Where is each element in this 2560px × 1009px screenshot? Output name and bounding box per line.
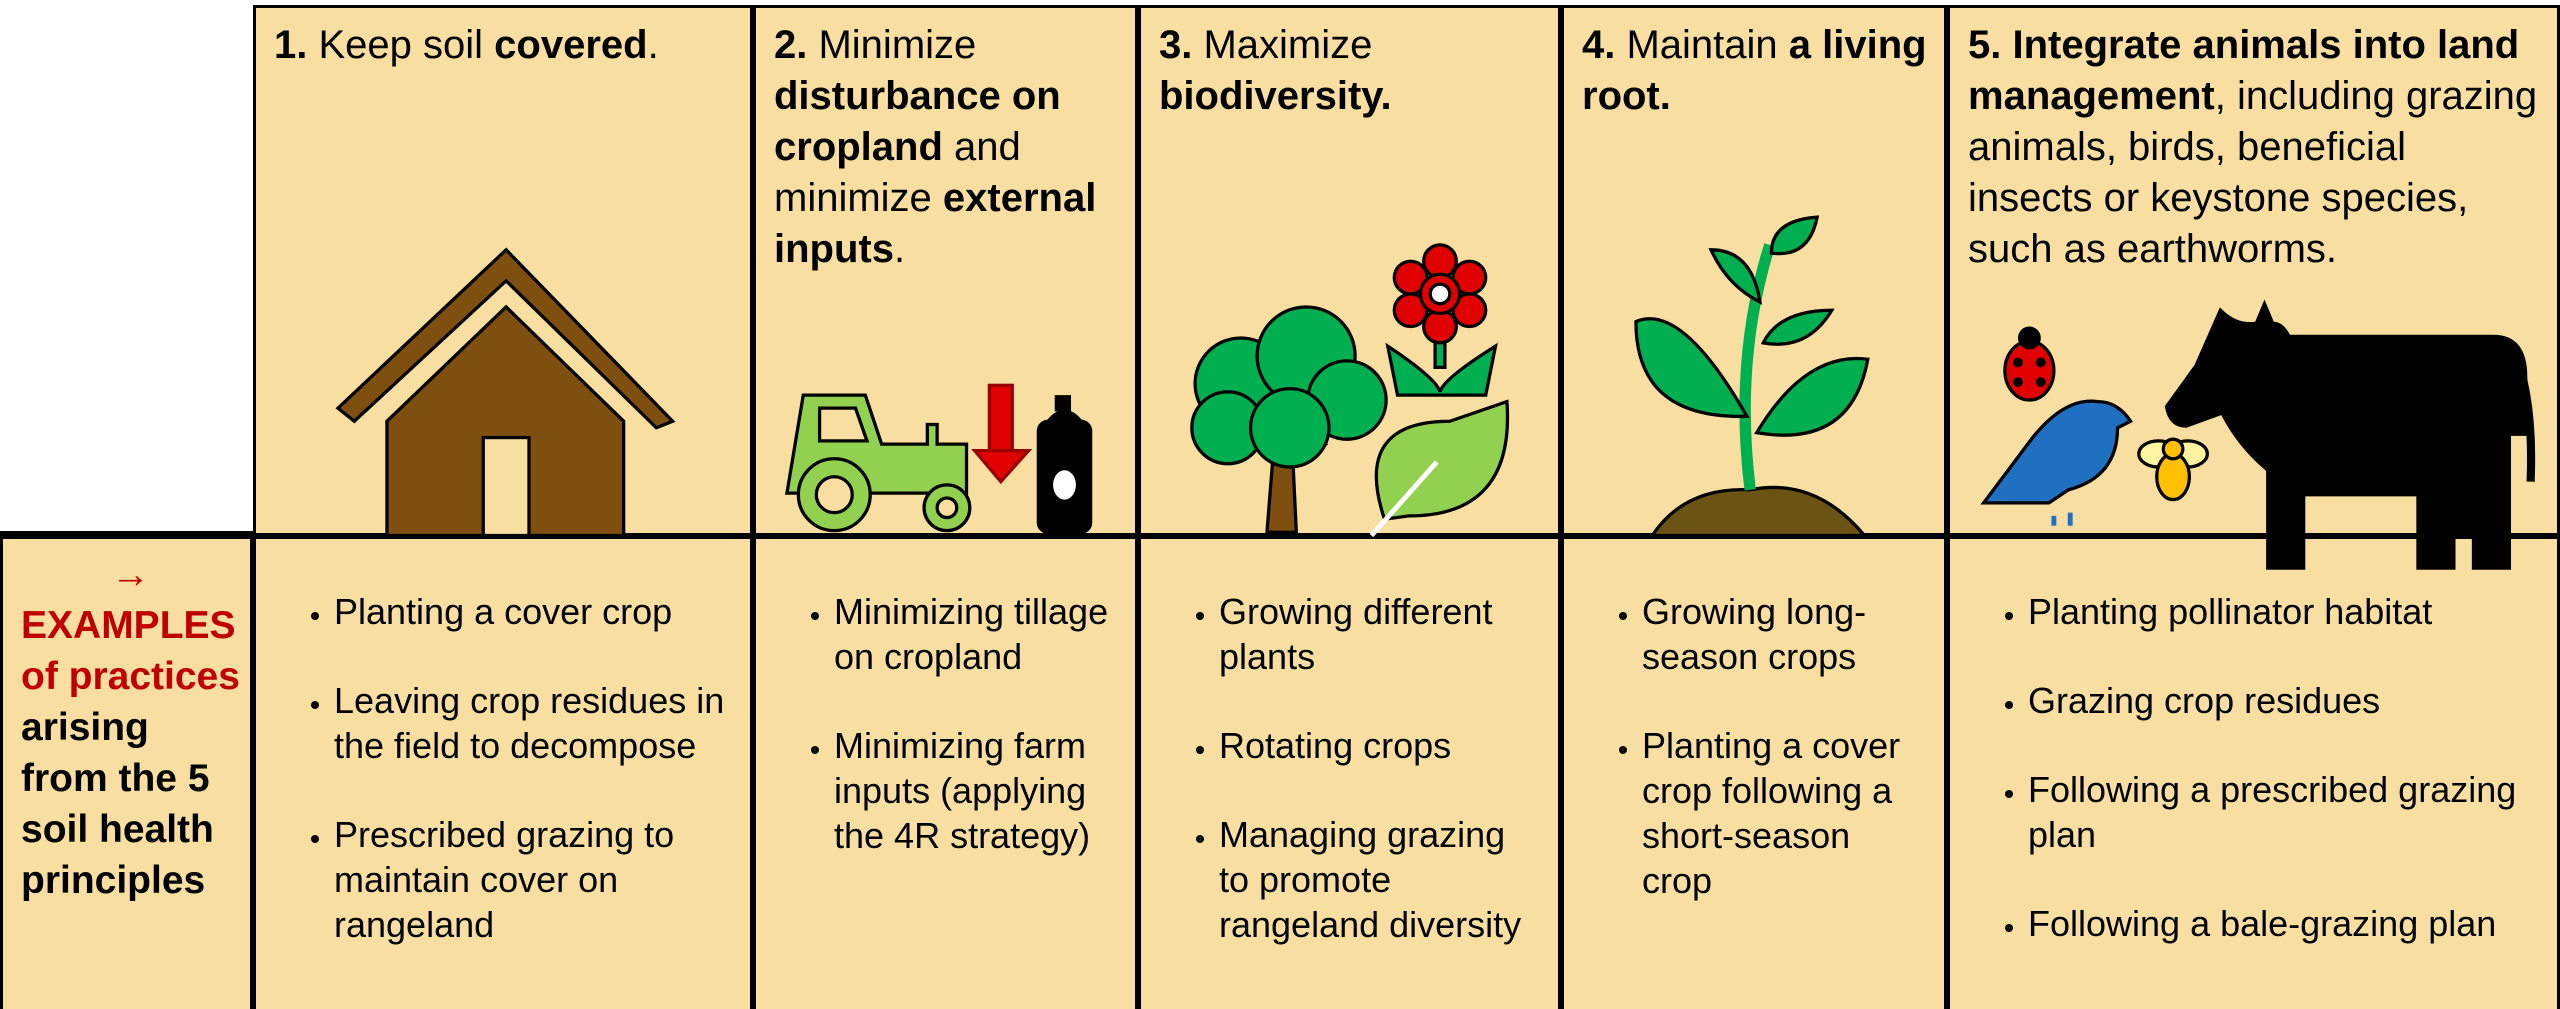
principle-heading: 4. Maintain a living root. xyxy=(1582,20,1928,122)
heading-run: 4. xyxy=(1582,23,1616,67)
principle-header: 2. Minimize disturbance on cropland and … xyxy=(753,5,1138,536)
heading-run: 2. xyxy=(774,23,808,67)
examples-list: Planting a cover crop Leaving crop residu… xyxy=(256,589,736,947)
heading-run: and minimize xyxy=(774,125,1021,220)
heading-run: external inputs xyxy=(774,176,1097,271)
example-item: Minimizing tillage on cropland xyxy=(834,589,1121,679)
principle-header: 1. Keep soil covered. xyxy=(253,5,753,536)
principle-header: 3. Maximize biodiversity. xyxy=(1138,5,1561,536)
heading-run: 3. xyxy=(1159,23,1193,67)
example-item: Minimizing farm inputs (applying the 4R … xyxy=(834,723,1121,858)
example-item: Growing long-season crops xyxy=(1642,589,1930,679)
examples-cell: Minimizing tillage on cropland Minimizing… xyxy=(753,536,1138,1009)
principle-heading: 3. Maximize biodiversity. xyxy=(1159,20,1542,122)
example-item: Following a bale-grazing plan xyxy=(2028,901,2543,946)
example-item: Managing grazing to promote rangeland di… xyxy=(1219,812,1544,947)
heading-run: . xyxy=(647,23,659,67)
heading-run: 1. xyxy=(274,23,308,67)
label-highlight: EXAMPLES of practices xyxy=(21,604,240,698)
principle-header: 5. Integrate animals into land managemen… xyxy=(1947,5,2560,536)
example-item: Growing different plants xyxy=(1219,589,1544,679)
heading-run: Minimize xyxy=(807,23,977,67)
principle-heading: 5. Integrate animals into land managemen… xyxy=(1968,20,2541,275)
examples-cell: Planting a cover crop Leaving crop residu… xyxy=(253,536,753,1009)
heading-run: 5. Integrate animals into land managemen… xyxy=(1968,23,2520,118)
heading-run: Maximize xyxy=(1192,23,1373,67)
heading-run: Maintain xyxy=(1615,23,1789,67)
examples-list: Growing different plants Rotating crops Ma… xyxy=(1141,589,1544,947)
example-item: Prescribed grazing to maintain cover on … xyxy=(334,812,736,947)
examples-list: Growing long-season crops Planting a cove… xyxy=(1564,589,1930,903)
example-item: Planting pollinator habitat xyxy=(2028,589,2543,634)
example-item: Grazing crop residues xyxy=(2028,678,2543,723)
heading-run: , including grazing animals, birds, bene… xyxy=(1968,74,2538,271)
heading-run: covered xyxy=(494,23,648,67)
heading-run: biodiversity. xyxy=(1159,74,1392,118)
example-item: Planting a cover crop following a short-… xyxy=(1642,723,1930,903)
examples-cell: Growing different plants Rotating crops Ma… xyxy=(1138,536,1561,1009)
label-rest: arising from the 5 soil health principle… xyxy=(21,706,214,902)
heading-run: a living root. xyxy=(1582,23,1927,118)
examples-list: Minimizing tillage on cropland Minimizing… xyxy=(756,589,1121,858)
example-item: Rotating crops xyxy=(1219,723,1544,768)
example-item: Planting a cover crop xyxy=(334,589,736,634)
principle-header: 4. Maintain a living root. xyxy=(1561,5,1947,536)
heading-run: disturbance on cropland xyxy=(774,74,1061,169)
examples-cell: Planting pollinator habitat Grazing crop … xyxy=(1947,536,2560,1009)
heading-run: . xyxy=(893,227,906,271)
row-label: → EXAMPLES of practices arising from the… xyxy=(0,536,253,1009)
arrow: → xyxy=(111,553,150,596)
examples-list: Planting pollinator habitat Grazing crop … xyxy=(1950,589,2543,946)
principle-heading: 1. Keep soil covered. xyxy=(274,20,734,71)
examples-cell: Growing long-season crops Planting a cove… xyxy=(1561,536,1947,1009)
principle-heading: 2. Minimize disturbance on cropland and … xyxy=(774,20,1119,275)
heading-run: Keep soil xyxy=(307,23,495,67)
example-item: Following a prescribed grazing plan xyxy=(2028,767,2543,857)
example-item: Leaving crop residues in the field to de… xyxy=(334,678,736,768)
